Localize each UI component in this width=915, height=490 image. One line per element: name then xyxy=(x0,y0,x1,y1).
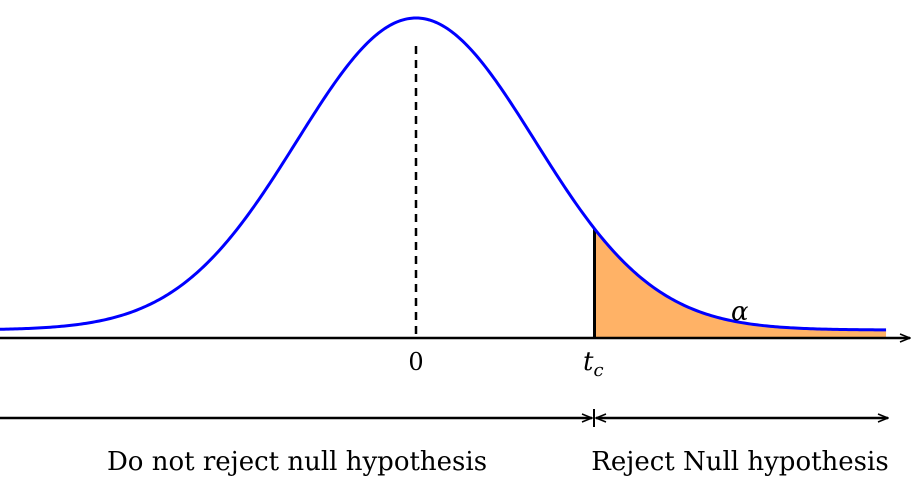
do-not-reject-label: Do not reject null hypothesis xyxy=(107,447,487,477)
critical-value-subscript: c xyxy=(593,360,603,381)
critical-value-label: tc xyxy=(583,347,604,381)
alpha-label: α xyxy=(731,297,749,327)
zero-label: 0 xyxy=(408,348,423,376)
critical-value-symbol: t xyxy=(583,347,594,377)
reject-label: Reject Null hypothesis xyxy=(591,447,888,477)
rejection-region-fill xyxy=(594,228,887,338)
density-curve xyxy=(0,16,887,332)
